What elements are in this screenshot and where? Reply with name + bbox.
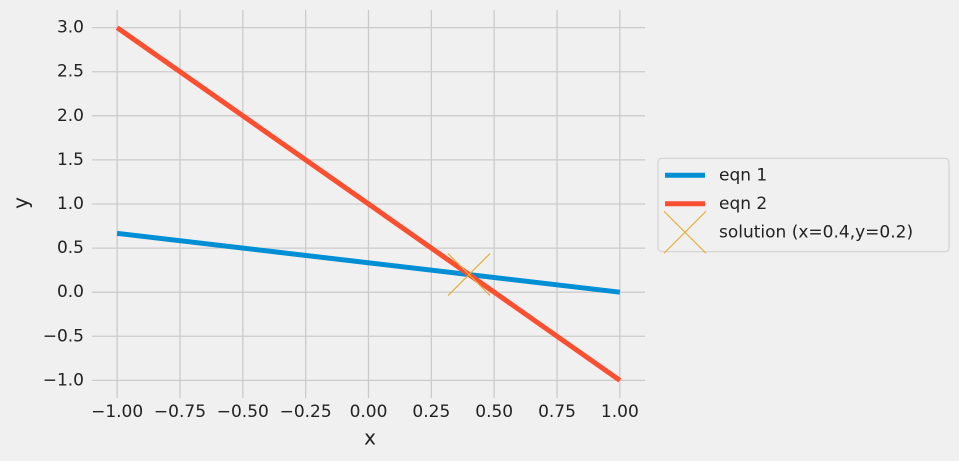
legend-label: solution (x=0.4,y=0.2) xyxy=(719,222,913,242)
y-tick-label: 0.0 xyxy=(57,282,84,302)
line xyxy=(116,230,621,295)
y-tick-label: 1.5 xyxy=(57,150,84,170)
y-tick-label: 3.0 xyxy=(57,18,84,38)
solution-marker xyxy=(447,253,491,296)
y-tick-label: −1.0 xyxy=(43,370,84,390)
x-tick-label: −0.50 xyxy=(217,402,269,422)
y-tick-label: −0.5 xyxy=(43,326,84,346)
x-tick-label: 0.50 xyxy=(475,402,513,422)
y-axis-label: y xyxy=(9,197,33,209)
y-tick-label: 2.5 xyxy=(57,62,84,82)
legend-label: eqn 2 xyxy=(719,194,767,214)
x-axis-label: x xyxy=(364,426,376,450)
legend-label: eqn 1 xyxy=(719,165,767,185)
x-tick-label: −0.75 xyxy=(154,402,206,422)
x-tick-label: 0.00 xyxy=(350,402,388,422)
y-tick-label: 2.0 xyxy=(57,106,84,126)
legend-box xyxy=(657,157,950,253)
legend: eqn 1 eqn 2 solution (x=0.4,y=0.2) xyxy=(657,157,950,254)
x-tick-label: −1.00 xyxy=(91,402,143,422)
legend-marker xyxy=(663,210,707,254)
x-tick-label: 1.00 xyxy=(601,402,639,422)
line xyxy=(115,25,622,383)
y-tick-label: 0.5 xyxy=(57,238,84,258)
x-tick-label: 0.75 xyxy=(538,402,576,422)
x-tick-label: −0.25 xyxy=(280,402,332,422)
y-tick-label: 1.0 xyxy=(57,194,84,214)
x-tick-label: 0.25 xyxy=(412,402,450,422)
